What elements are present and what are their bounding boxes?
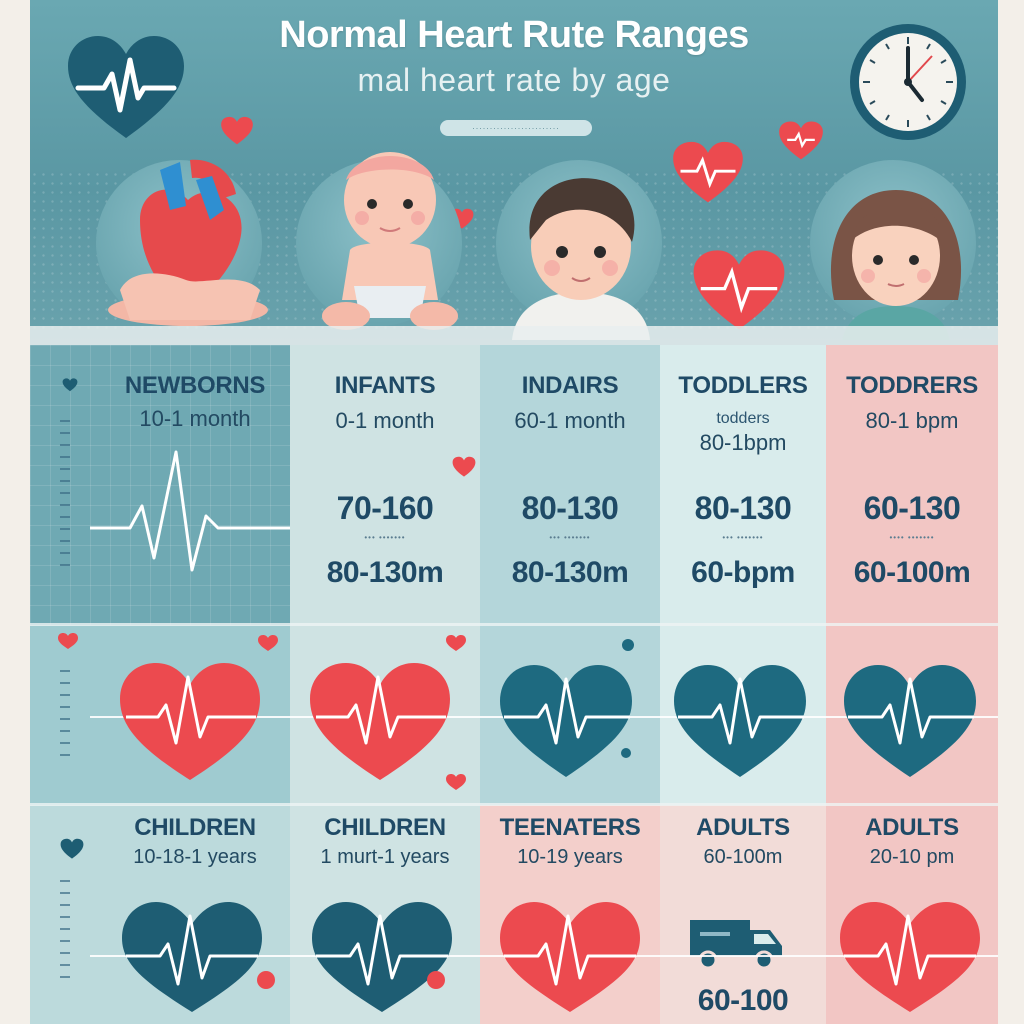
ekg-heart-icon bbox=[310, 663, 450, 780]
clock-icon bbox=[850, 24, 966, 140]
caption-pill-text: ......................... bbox=[472, 121, 560, 131]
infants-range: 70-160 bbox=[336, 490, 434, 526]
row3-col4-bg bbox=[660, 805, 826, 1024]
small-heart-icon bbox=[60, 838, 84, 859]
toddlers-age: 80-1bpm bbox=[699, 430, 787, 455]
ekg-heart-icon bbox=[500, 902, 640, 1012]
side-tick-marks bbox=[60, 880, 70, 988]
adults-2-title: ADULTS bbox=[865, 814, 959, 841]
ekg-heart-icon bbox=[674, 665, 806, 777]
toddlers-range-bpm: 60-bpm bbox=[691, 556, 795, 589]
children-2-title: CHILDREN bbox=[324, 814, 446, 841]
toddlers-range: 80-130 bbox=[694, 490, 792, 526]
toddrers-title: TODDRERS bbox=[846, 372, 978, 399]
children-2-age: 1 murt-1 years bbox=[320, 846, 450, 868]
header-banner: Normal Heart Rute Ranges mal heart rate … bbox=[30, 0, 998, 345]
row-divider bbox=[30, 803, 998, 806]
children-age: 10-18-1 years bbox=[133, 846, 257, 868]
indairs-title: INDAIRS bbox=[521, 372, 619, 399]
toddrers-range: 60-130 bbox=[863, 490, 961, 526]
ekg-heart-icon bbox=[500, 665, 632, 777]
toddrers-range-bpm: 60-100m bbox=[853, 556, 971, 589]
anatomical-heart-icon bbox=[108, 159, 268, 326]
row-divider bbox=[30, 623, 998, 626]
toddlers-label: todders bbox=[716, 410, 770, 427]
page-subtitle: mal heart rate by age bbox=[357, 62, 671, 98]
small-heart-icon bbox=[779, 121, 823, 160]
toddrers-age: 80-1 bpm bbox=[865, 408, 959, 433]
ekg-heart-icon bbox=[673, 141, 743, 203]
indairs-caption: ••• ••••••• bbox=[549, 533, 591, 542]
toddler-illustration bbox=[512, 178, 650, 340]
page-title: Normal Heart Rute Ranges bbox=[279, 14, 749, 56]
newborns-title: NEWBORNS bbox=[124, 372, 266, 399]
small-heart-icon bbox=[221, 116, 253, 145]
newborns-age: 10-1 month bbox=[139, 406, 251, 431]
infants-caption: ••• ••••••• bbox=[364, 533, 406, 542]
infants-title: INFANTS bbox=[334, 372, 436, 399]
adults-2-age: 20-10 pm bbox=[869, 846, 955, 868]
toddlers-caption: ••• ••••••• bbox=[722, 533, 764, 542]
adults-age: 60-100m bbox=[703, 846, 783, 868]
header-ground bbox=[30, 326, 998, 345]
side-tick-marks bbox=[60, 420, 70, 576]
grid-pattern bbox=[30, 345, 290, 625]
side-tick-marks bbox=[60, 670, 70, 766]
heart-row-bottom bbox=[90, 902, 998, 1012]
indairs-range: 80-130 bbox=[521, 490, 619, 526]
ekg-heart-icon bbox=[120, 663, 260, 780]
children-title: CHILDREN bbox=[134, 814, 256, 841]
van-icon bbox=[690, 920, 782, 970]
ekg-heart-icon bbox=[840, 902, 980, 1012]
heart-row bbox=[58, 633, 998, 790]
adults-title: ADULTS bbox=[696, 814, 790, 841]
small-heart-icon bbox=[62, 378, 78, 392]
small-heart-icon bbox=[452, 456, 476, 477]
caption-pill: ......................... bbox=[440, 120, 592, 136]
ekg-heart-icon bbox=[312, 902, 452, 1012]
teenaters-title: TEENATERS bbox=[499, 814, 641, 841]
ekg-trace bbox=[90, 450, 290, 572]
toddrers-caption: •••• ••••••• bbox=[889, 533, 935, 542]
infographic-frame: Normal Heart Rute Ranges mal heart rate … bbox=[30, 0, 998, 1024]
teenaters-age: 10-19 years bbox=[517, 846, 623, 868]
baby-illustration bbox=[322, 152, 458, 330]
adults-range: 60-100 bbox=[697, 984, 789, 1017]
ekg-heart-icon bbox=[68, 36, 184, 138]
infants-range-bpm: 80-130m bbox=[326, 556, 444, 589]
indairs-age: 60-1 month bbox=[514, 408, 626, 433]
ekg-heart-icon bbox=[693, 250, 785, 330]
ekg-heart-icon bbox=[122, 902, 262, 1012]
child-illustration bbox=[830, 190, 962, 340]
indairs-range-bpm: 80-130m bbox=[511, 556, 629, 589]
toddlers-title: TODDLERS bbox=[678, 372, 808, 399]
infants-age: 0-1 month bbox=[335, 408, 435, 433]
ekg-heart-icon bbox=[844, 665, 976, 777]
